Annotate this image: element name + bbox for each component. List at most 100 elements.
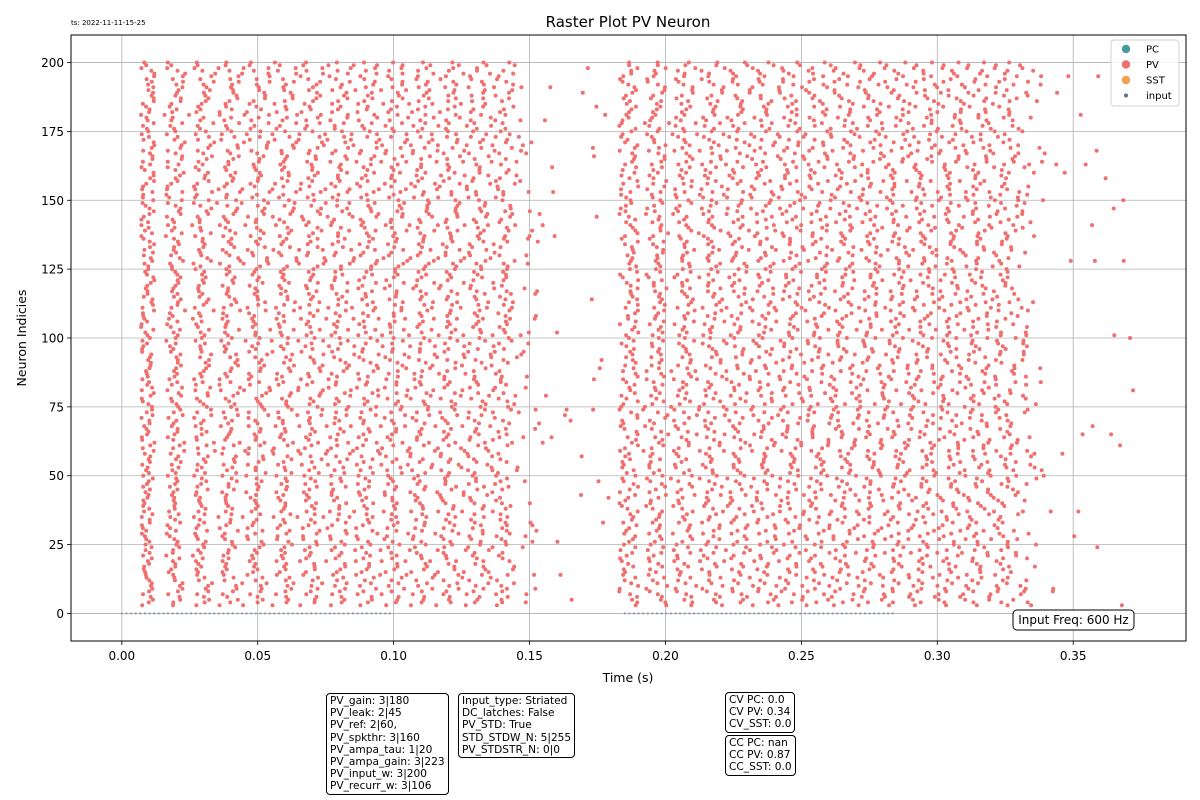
pv-spike-dot — [402, 586, 407, 591]
pv-spike-dot — [230, 418, 234, 423]
pv-spike-dot — [286, 170, 291, 175]
pv-spike-dot — [817, 250, 822, 255]
pv-spike-dot — [172, 432, 177, 437]
pv-spike-dot — [169, 228, 174, 233]
pv-spike-dot — [260, 209, 265, 214]
pv-spike-dot — [555, 330, 559, 335]
pv-spike-dot — [690, 484, 695, 489]
pv-spike-dot — [865, 201, 870, 205]
pv-spike-dot — [150, 190, 155, 194]
pv-spike-dot — [993, 374, 998, 379]
pv-spike-dot — [663, 493, 668, 497]
pv-spike-dot — [984, 421, 989, 426]
pv-spike-dot — [1001, 556, 1006, 561]
pv-spike-dot — [1023, 374, 1028, 379]
pv-spike-dot — [178, 275, 183, 280]
pv-spike-dot — [1021, 393, 1025, 398]
pv-spike-dot — [200, 162, 205, 167]
pv-spike-dot — [920, 344, 925, 349]
pv-spike-dot — [633, 545, 638, 550]
pv-spike-dot — [652, 203, 657, 208]
pv-spike-dot — [864, 476, 869, 481]
pv-spike-dot — [340, 272, 345, 277]
pv-spike-dot — [944, 548, 949, 553]
pv-spike-dot — [461, 333, 466, 338]
pv-spike-dot — [793, 515, 798, 519]
pv-spike-dot — [732, 280, 737, 285]
pv-spike-dot — [703, 388, 708, 393]
pv-spike-dot — [653, 435, 658, 440]
pv-spike-dot — [946, 561, 951, 566]
pv-spike-dot — [865, 600, 870, 605]
pv-spike-dot — [150, 231, 154, 236]
pv-spike-dot — [788, 236, 792, 241]
pv-spike-dot — [909, 385, 913, 390]
pv-spike-dot — [792, 151, 797, 156]
pv-spike-dot — [591, 377, 596, 382]
pv-spike-dot — [634, 165, 639, 170]
pv-spike-dot — [337, 336, 342, 340]
pv-spike-dot — [865, 234, 870, 239]
pv-spike-dot — [852, 526, 857, 531]
pv-spike-dot — [312, 520, 317, 525]
pv-spike-dot — [785, 168, 789, 172]
pv-spike-dot — [385, 468, 390, 473]
pv-spike-dot — [663, 484, 668, 489]
pv-spike-dot — [347, 451, 352, 456]
pv-spike-dot — [473, 190, 478, 194]
pv-spike-dot — [781, 418, 785, 423]
pv-spike-dot — [838, 369, 843, 374]
pv-spike-dot — [825, 179, 830, 183]
pv-spike-dot — [500, 487, 505, 492]
pv-spike-dot — [192, 473, 197, 478]
pv-spike-dot — [815, 272, 819, 277]
pv-spike-dot — [701, 553, 706, 558]
pv-spike-dot — [942, 586, 947, 591]
pv-spike-dot — [731, 220, 736, 225]
pv-spike-dot — [969, 333, 974, 338]
pv-spike-dot — [265, 352, 270, 357]
pv-spike-dot — [360, 498, 365, 503]
pv-spike-dot — [722, 559, 727, 564]
pv-spike-dot — [498, 512, 503, 517]
pv-spike-dot — [621, 520, 626, 525]
pv-spike-dot — [701, 234, 706, 239]
pv-spike-dot — [550, 165, 555, 170]
pv-spike-dot — [335, 443, 340, 448]
pv-spike-dot — [627, 526, 632, 531]
pv-spike-dot — [218, 424, 223, 429]
pv-spike-dot — [407, 333, 411, 338]
pv-spike-dot — [779, 184, 784, 189]
pv-spike-dot — [227, 264, 232, 269]
pv-spike-dot — [432, 448, 437, 453]
pv-spike-dot — [306, 250, 311, 255]
pv-spike-dot — [988, 493, 993, 497]
pv-spike-dot — [1022, 410, 1027, 415]
pv-spike-dot — [636, 330, 641, 335]
pv-spike-dot — [492, 250, 497, 255]
pv-spike-dot — [727, 418, 732, 423]
pv-spike-dot — [930, 286, 935, 291]
pv-spike-dot — [384, 148, 389, 153]
pv-spike-dot — [752, 559, 757, 564]
pv-spike-dot — [520, 143, 525, 148]
pv-spike-dot — [770, 473, 775, 478]
pv-spike-dot — [656, 366, 661, 371]
pv-spike-dot — [736, 330, 740, 335]
pv-spike-dot — [279, 253, 284, 258]
pv-spike-dot — [364, 269, 369, 274]
pv-spike-dot — [863, 212, 868, 216]
pv-spike-dot — [505, 515, 510, 519]
pv-spike-dot — [254, 476, 259, 481]
pv-spike-dot — [385, 435, 390, 440]
pv-spike-dot — [893, 316, 898, 321]
pv-spike-dot — [935, 550, 940, 555]
pv-spike-dot — [898, 479, 903, 484]
pv-spike-dot — [142, 534, 147, 539]
pv-spike-dot — [221, 462, 226, 467]
pv-spike-dot — [543, 393, 548, 398]
pv-spike-dot — [482, 291, 487, 296]
pv-spike-dot — [414, 418, 419, 423]
pv-spike-dot — [806, 413, 811, 418]
pv-spike-dot — [191, 201, 196, 205]
